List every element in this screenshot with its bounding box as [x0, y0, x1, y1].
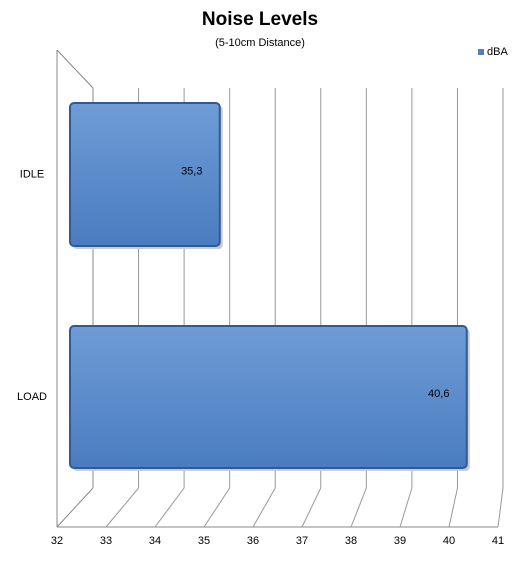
x-tick-label: 34	[149, 535, 161, 547]
legend-swatch	[478, 49, 484, 55]
chart-title: Noise Levels	[202, 9, 318, 30]
value-label: 40,6	[428, 388, 449, 400]
y-tick-label: LOAD	[17, 391, 47, 403]
y-tick-label: IDLE	[20, 168, 44, 180]
x-tick-label: 37	[296, 535, 308, 547]
x-tick-label: 40	[443, 535, 455, 547]
bar	[69, 102, 221, 247]
chart-subtitle: (5-10cm Distance)	[215, 37, 305, 49]
value-label: 35,3	[181, 165, 202, 177]
x-tick-label: 35	[198, 535, 210, 547]
grid-line	[154, 487, 185, 528]
legend-label: dBA	[487, 46, 508, 58]
x-tick-label: 41	[492, 535, 504, 547]
grid-line	[497, 487, 504, 528]
grid-line	[203, 487, 231, 528]
x-tick-label: 39	[394, 535, 406, 547]
bar	[69, 325, 468, 469]
grid-line	[252, 487, 276, 528]
grid-line	[350, 487, 367, 528]
x-tick-label: 32	[51, 535, 63, 547]
grid-line	[105, 487, 139, 528]
grid-line	[448, 487, 458, 528]
x-tick-label: 33	[100, 535, 112, 547]
grid-line	[301, 487, 322, 528]
x-tick-label: 36	[247, 535, 259, 547]
grid-line	[399, 487, 413, 528]
x-tick-label: 38	[345, 535, 357, 547]
